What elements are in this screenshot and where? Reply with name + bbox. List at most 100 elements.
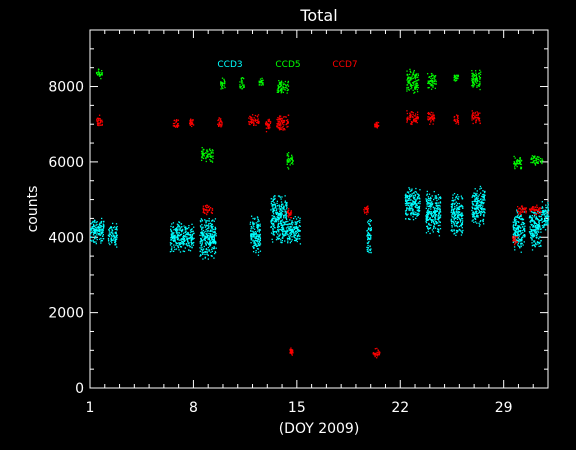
data-point (275, 219, 278, 221)
data-point (210, 155, 212, 158)
data-point (280, 203, 283, 205)
data-point (275, 213, 278, 215)
data-point (408, 206, 411, 208)
data-point (177, 234, 179, 236)
data-point (517, 228, 520, 230)
data-point (98, 122, 101, 124)
data-point (207, 154, 209, 156)
data-point (428, 203, 430, 205)
data-point (213, 234, 216, 236)
data-point (518, 246, 521, 248)
data-point (472, 216, 474, 218)
data-point (408, 209, 410, 211)
data-point (179, 251, 182, 253)
data-point (202, 236, 204, 238)
data-point (430, 121, 432, 123)
data-point (298, 238, 300, 240)
data-point (191, 125, 193, 128)
data-point (190, 244, 193, 246)
data-point (534, 221, 536, 224)
data-point (472, 195, 474, 197)
data-point (283, 88, 285, 90)
data-point (453, 199, 455, 202)
data-point (471, 116, 473, 118)
data-point (425, 214, 427, 217)
data-point (480, 212, 482, 215)
data-point (483, 211, 485, 213)
data-point (96, 232, 98, 234)
data-point (456, 216, 459, 218)
data-point (299, 221, 301, 224)
data-point (531, 161, 534, 164)
data-point (408, 88, 410, 90)
data-point (427, 82, 429, 84)
data-point (517, 160, 519, 162)
data-point (432, 115, 434, 118)
data-point (285, 212, 288, 214)
data-point (530, 232, 532, 235)
data-point (268, 125, 271, 127)
data-point (375, 124, 378, 126)
data-point (211, 255, 213, 257)
data-point (214, 251, 217, 253)
data-point (207, 236, 209, 239)
data-point (372, 352, 375, 354)
data-point (173, 124, 176, 127)
data-point (516, 216, 518, 218)
data-point (176, 242, 179, 245)
data-point (415, 213, 418, 215)
data-point (278, 117, 280, 119)
data-point (179, 234, 181, 237)
data-point (279, 122, 281, 124)
data-point (285, 86, 287, 89)
data-point (97, 120, 99, 123)
data-point (408, 187, 410, 189)
data-point (98, 233, 101, 235)
data-point (455, 75, 457, 78)
data-point (221, 123, 223, 126)
data-point (257, 235, 259, 238)
data-point (115, 227, 117, 229)
data-point (96, 238, 98, 241)
data-point (257, 242, 260, 245)
data-point (99, 74, 101, 76)
data-point (292, 350, 294, 352)
data-point (535, 206, 537, 208)
data-point (199, 242, 201, 244)
data-point (425, 215, 427, 217)
data-point (173, 238, 175, 240)
data-point (110, 227, 112, 229)
data-point (187, 233, 189, 235)
data-point (100, 77, 102, 80)
data-point (376, 353, 379, 355)
data-point (427, 219, 429, 221)
data-point (373, 354, 376, 356)
data-point (544, 218, 546, 220)
data-point (483, 198, 486, 200)
data-point (450, 211, 452, 213)
data-point (176, 119, 178, 121)
data-point (171, 246, 173, 248)
data-point (93, 238, 96, 240)
data-point (406, 202, 408, 205)
data-point (532, 236, 534, 238)
data-point (516, 241, 518, 243)
data-point (169, 242, 172, 244)
data-point (536, 209, 538, 212)
data-point (180, 226, 182, 228)
data-point (368, 240, 370, 243)
data-point (473, 216, 476, 218)
data-point (191, 122, 193, 124)
data-point (202, 229, 205, 232)
data-point (178, 226, 180, 228)
data-point (209, 160, 212, 162)
data-point (457, 207, 459, 209)
data-point (452, 194, 454, 196)
data-point (188, 242, 190, 244)
data-point (477, 215, 479, 217)
data-point (178, 225, 181, 227)
data-point (412, 213, 414, 215)
data-point (540, 161, 543, 163)
data-point (476, 116, 479, 119)
data-point (114, 241, 117, 243)
